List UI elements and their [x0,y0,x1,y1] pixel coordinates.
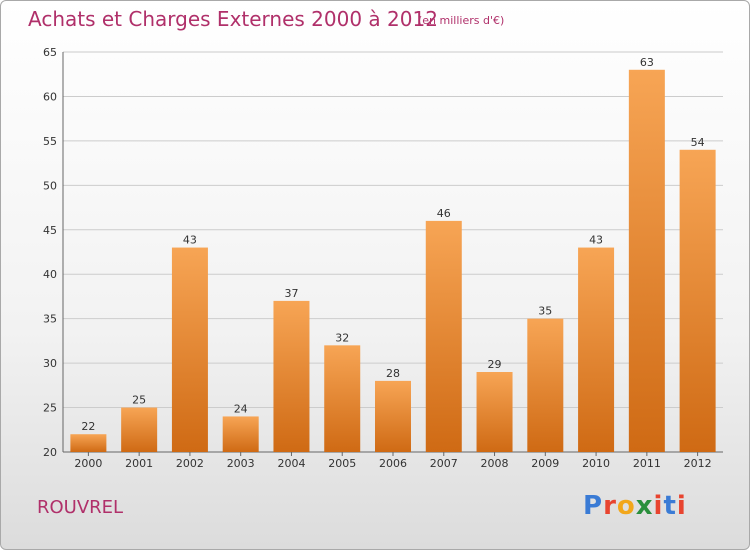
y-tick-label: 60 [43,90,57,103]
bar [527,318,564,452]
bar [273,300,310,452]
bar [679,149,716,452]
data-label: 29 [488,358,502,371]
bar [628,69,665,453]
y-tick-label: 20 [43,446,57,459]
x-tick-label: 2007 [430,457,458,470]
data-label: 28 [386,367,400,380]
data-label: 32 [335,331,349,344]
y-tick-label: 45 [43,224,57,237]
bar [222,416,259,452]
logo-letter: x [635,491,654,521]
bar [425,220,462,452]
x-tick-label: 2004 [277,457,305,470]
x-tick-label: 2005 [328,457,356,470]
chart-subtitle: (en milliers d'€) [418,14,505,27]
x-tick-label: 2001 [125,457,153,470]
data-label: 63 [640,56,654,69]
x-tick-label: 2006 [379,457,407,470]
logo-letter: i [653,491,664,521]
bar [578,247,615,452]
y-tick-label: 55 [43,135,57,148]
data-label: 54 [691,136,705,149]
x-tick-label: 2011 [633,457,661,470]
data-label: 46 [437,207,451,220]
x-tick-label: 2009 [531,457,559,470]
y-tick-label: 25 [43,402,57,415]
x-tick-label: 2008 [481,457,509,470]
logo-letter: P [583,491,604,521]
bar [121,407,158,452]
logo-letter: r [603,491,617,521]
y-tick-label: 30 [43,357,57,370]
commune-name: ROUVREL [37,497,124,518]
y-tick-label: 50 [43,179,57,192]
y-tick-label: 35 [43,313,57,326]
proxiti-logo: Proxiti [583,491,687,521]
y-tick-label: 40 [43,268,57,281]
x-tick-label: 2012 [684,457,712,470]
data-label: 25 [132,394,146,407]
bar [476,372,513,452]
x-tick-label: 2003 [227,457,255,470]
data-label: 43 [589,234,603,247]
data-label: 43 [183,234,197,247]
chart-title: Achats et Charges Externes 2000 à 2012 [28,7,438,31]
data-label: 37 [284,287,298,300]
x-tick-label: 2002 [176,457,204,470]
bar [171,247,208,452]
logo-letter: t [663,491,677,521]
bar [324,345,361,452]
logo-letter: o [616,491,636,521]
bar [375,380,411,452]
data-label: 35 [538,305,552,318]
data-label: 22 [81,420,95,433]
y-tick-label: 65 [43,46,57,59]
data-label: 24 [234,402,248,415]
bar [70,434,107,452]
x-tick-label: 2000 [74,457,102,470]
logo-letter: i [676,491,687,521]
x-tick-label: 2010 [582,457,610,470]
